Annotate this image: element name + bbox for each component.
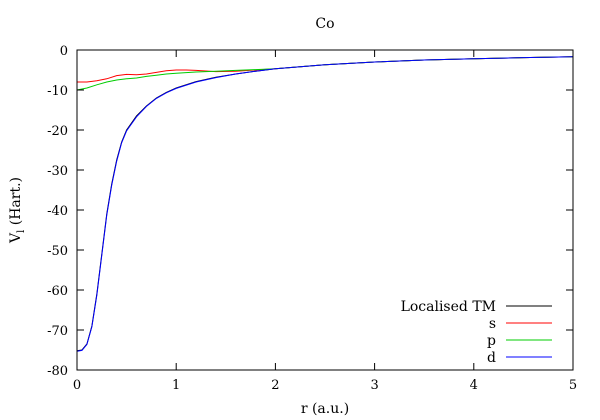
legend-label-s: s [489, 316, 496, 332]
chart-title: Co [315, 16, 334, 32]
series-layer [76, 56, 574, 352]
plot-border [76, 49, 574, 371]
y-tick-label: -10 [47, 84, 68, 99]
x-axis-label: r (a.u.) [301, 401, 349, 417]
y-tick-label: -20 [47, 124, 68, 139]
x-tick-label: 1 [172, 378, 180, 393]
y-tick-label: -30 [47, 164, 68, 179]
y-tick-label: -40 [47, 204, 68, 219]
y-axis-label: Vl (Hart.) [8, 177, 27, 244]
y-tick-label: 0 [60, 44, 68, 59]
legend-label-localised-tm: Localised TM [401, 299, 496, 315]
y-tick-label: -60 [47, 284, 68, 299]
x-tick-label: 2 [271, 378, 279, 393]
axes-layer: 0 1 2 3 4 5 0 -10 -20 -30 -40 -50 -60 -70 -80 [47, 44, 577, 393]
legend-label-d: d [487, 350, 496, 366]
x-tick-label: 3 [370, 378, 378, 393]
series-line-localised-tm [76, 56, 574, 352]
x-tick-label: 5 [569, 378, 577, 393]
series-line-s [77, 56, 574, 83]
legend-label-p: p [487, 333, 496, 349]
x-tick-label: 4 [470, 378, 478, 393]
x-tick-label: 0 [73, 378, 81, 393]
series-line-d [76, 56, 574, 352]
y-axis-label-rest: (Hart.) [8, 177, 24, 230]
y-tick-label: -50 [47, 244, 68, 259]
y-axis-label-subscript: l [16, 230, 27, 233]
y-tick-label: -70 [47, 324, 68, 339]
y-axis-label-main: V [8, 232, 24, 244]
y-tick-label: -80 [47, 364, 68, 379]
